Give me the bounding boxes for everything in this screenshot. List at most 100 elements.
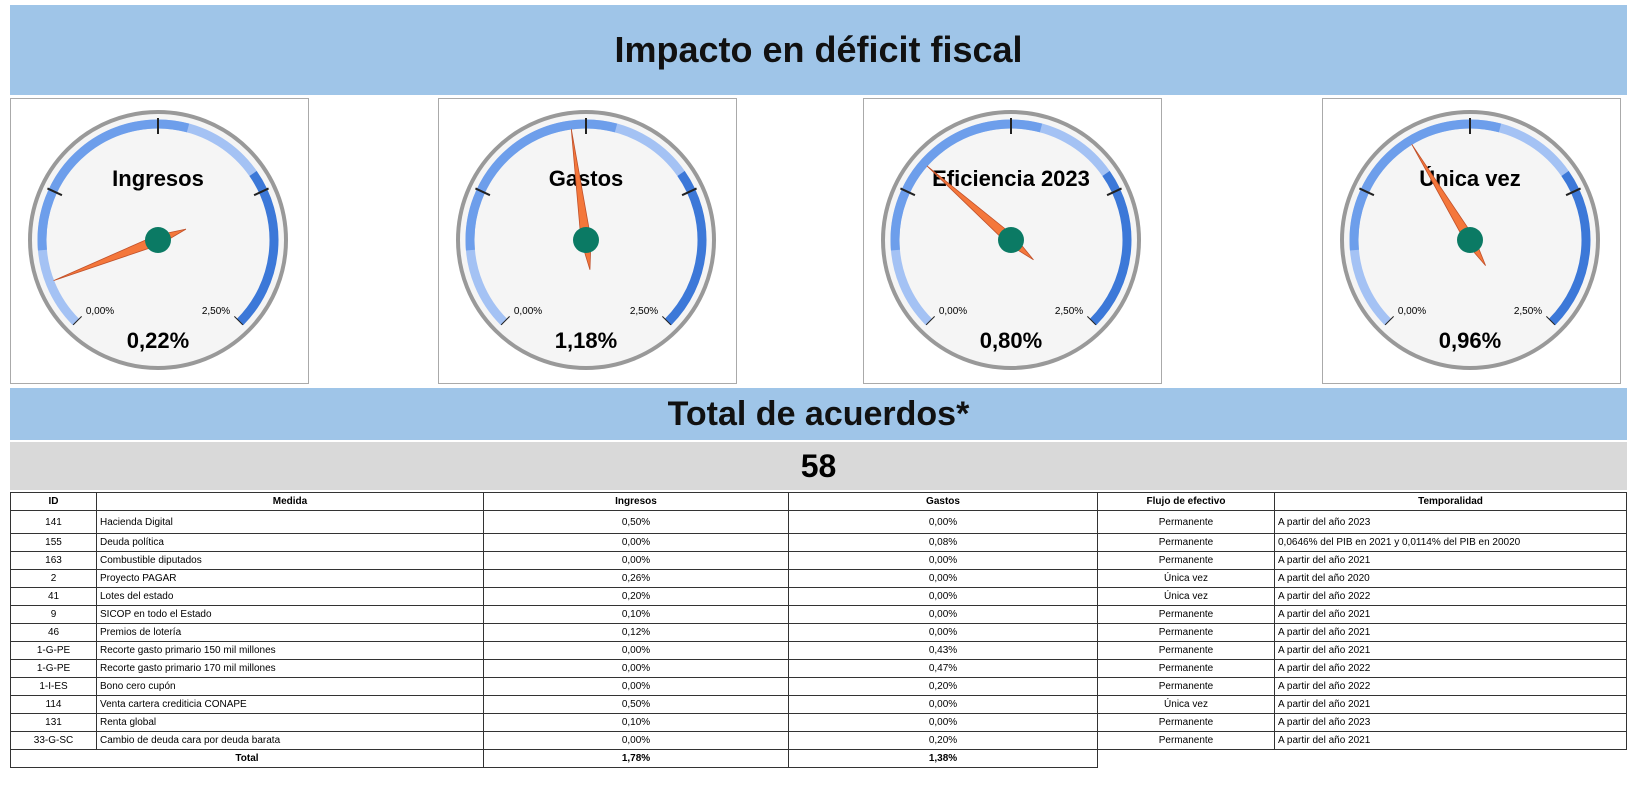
measures-table: ID Medida Ingresos Gastos Flujo de efectivo T…: [10, 492, 1627, 768]
table-cell: 9: [10, 605, 97, 624]
table-cell: A partir del año 2023: [1274, 713, 1627, 732]
gauge-value: 1,18%: [555, 328, 617, 353]
gauge-label: Eficiencia 2023: [932, 166, 1090, 191]
column-header: Medida: [96, 492, 484, 511]
table-row: 163 Combustible diputados 0,00% 0,00% Perman…: [10, 551, 1627, 570]
table-cell: 0,00%: [483, 659, 789, 678]
gauge-label: Gastos: [549, 166, 624, 191]
table-cell: 0,47%: [788, 659, 1098, 678]
total-label: Total: [10, 749, 484, 768]
table-cell: 131: [10, 713, 97, 732]
table-cell: Hacienda Digital: [96, 510, 484, 534]
table-row: 1-I-ES Bono cero cupón 0,00% 0,20% Permanent…: [10, 677, 1627, 696]
gauge-tick: [234, 316, 244, 326]
table-cell: A partit del año 2020: [1274, 569, 1627, 588]
total-row: Total 1,78% 1,38%: [10, 749, 1627, 768]
column-header: Gastos: [788, 492, 1098, 511]
table-cell: A partir del año 2021: [1274, 641, 1627, 660]
table-cell: 0,10%: [483, 605, 789, 624]
table-cell: 1-I-ES: [10, 677, 97, 696]
table-cell: 0,50%: [483, 695, 789, 714]
table-cell: 0,12%: [483, 623, 789, 642]
table-cell: Renta global: [96, 713, 484, 732]
column-header: Temporalidad: [1274, 492, 1627, 511]
gauge-tick: [500, 316, 510, 326]
table-row: 46 Premios de lotería 0,12% 0,00% Permanente…: [10, 623, 1627, 642]
column-header: Flujo de efectivo: [1097, 492, 1275, 511]
table-cell: Proyecto PAGAR: [96, 569, 484, 588]
table-cell: Lotes del estado: [96, 587, 484, 606]
table-cell: Cambio de deuda cara por deuda barata: [96, 731, 484, 750]
gauge-hub: [145, 227, 171, 253]
table-cell: A partir del año 2021: [1274, 695, 1627, 714]
gauge-tick: [475, 187, 491, 197]
header-title: Impacto en déficit fiscal: [10, 5, 1627, 95]
table-cell: 0,00%: [788, 713, 1098, 732]
table-row: 33-G-SC Cambio de deuda cara por deuda ba…: [10, 731, 1627, 750]
gauge-hub: [998, 227, 1024, 253]
gauge-band: [1548, 170, 1591, 326]
table-cell: Permanente: [1097, 605, 1275, 624]
gauge-min-label: 0,00%: [1398, 306, 1426, 317]
table-cell: 0,00%: [788, 695, 1098, 714]
table-header: ID Medida Ingresos Gastos Flujo de efectivo T…: [10, 492, 1627, 511]
column-header: ID: [10, 492, 97, 511]
table-row: 1-G-PE Recorte gasto primario 150 mil mil…: [10, 641, 1627, 660]
gauge-max-label: 2,50%: [630, 306, 658, 317]
gauge-min-label: 0,00%: [514, 306, 542, 317]
table-cell: 0,00%: [483, 641, 789, 660]
gauge-tick: [72, 316, 82, 326]
table-cell: Permanente: [1097, 533, 1275, 552]
table-cell: A partir del año 2023: [1274, 510, 1627, 534]
gauge-tick: [1546, 316, 1556, 326]
table-cell: Combustible diputados: [96, 551, 484, 570]
table-cell: 0,00%: [788, 605, 1098, 624]
table-cell: 114: [10, 695, 97, 714]
gauge-min-label: 0,00%: [86, 306, 114, 317]
table-cell: 0,00%: [788, 569, 1098, 588]
table-cell: 1-G-PE: [10, 659, 97, 678]
table-cell: 0,00%: [788, 551, 1098, 570]
table-row: 131 Renta global 0,10% 0,00% Permanente A par…: [10, 713, 1627, 732]
gauge-hub: [573, 227, 599, 253]
table-cell: 46: [10, 623, 97, 642]
table-cell: 0,20%: [788, 731, 1098, 750]
table-cell: Bono cero cupón: [96, 677, 484, 696]
table-cell: Única vez: [1097, 587, 1275, 606]
gauge-tick: [900, 187, 916, 197]
gauge-band: [1089, 170, 1132, 326]
table-cell: 0,0646% del PIB en 2021 y 0,0114% del PI…: [1274, 533, 1627, 552]
table-cell: Permanente: [1097, 713, 1275, 732]
empty-cell: [1275, 750, 1627, 768]
summary-title: Total de acuerdos*: [10, 388, 1627, 440]
gauge-value: 0,96%: [1439, 328, 1501, 353]
table-cell: 141: [10, 510, 97, 534]
table-cell: A partir del año 2021: [1274, 731, 1627, 750]
gauge-tick: [925, 316, 935, 326]
table-cell: A partir del año 2022: [1274, 677, 1627, 696]
gauge-max-label: 2,50%: [1514, 306, 1542, 317]
table-cell: 0,20%: [788, 677, 1098, 696]
table-cell: 0,50%: [483, 510, 789, 534]
gauge-max-label: 2,50%: [202, 306, 230, 317]
table-row: 1-G-PE Recorte gasto primario 170 mil mil…: [10, 659, 1627, 678]
empty-cell: [1098, 750, 1275, 768]
gauge-tick: [253, 187, 269, 197]
table-cell: A partir del año 2021: [1274, 605, 1627, 624]
gauge-tick: [662, 316, 672, 326]
gauge-tick: [1359, 187, 1375, 197]
gauge-min-label: 0,00%: [939, 306, 967, 317]
table-cell: A partir del año 2022: [1274, 587, 1627, 606]
column-header: Ingresos: [483, 492, 789, 511]
gauge-tick: [1087, 316, 1097, 326]
table-cell: 0,00%: [788, 510, 1098, 534]
table-cell: 0,20%: [483, 587, 789, 606]
table-cell: Permanente: [1097, 623, 1275, 642]
table-cell: A partir del año 2022: [1274, 659, 1627, 678]
total-gastos: 1,38%: [788, 749, 1098, 768]
table-cell: 33-G-SC: [10, 731, 97, 750]
table-cell: 2: [10, 569, 97, 588]
table-cell: 0,08%: [788, 533, 1098, 552]
gauges: Ingresos 0,00% 2,50% 0,22% Gastos 0,00% 2,50% 1…: [10, 98, 1621, 384]
table-cell: 0,00%: [788, 587, 1098, 606]
